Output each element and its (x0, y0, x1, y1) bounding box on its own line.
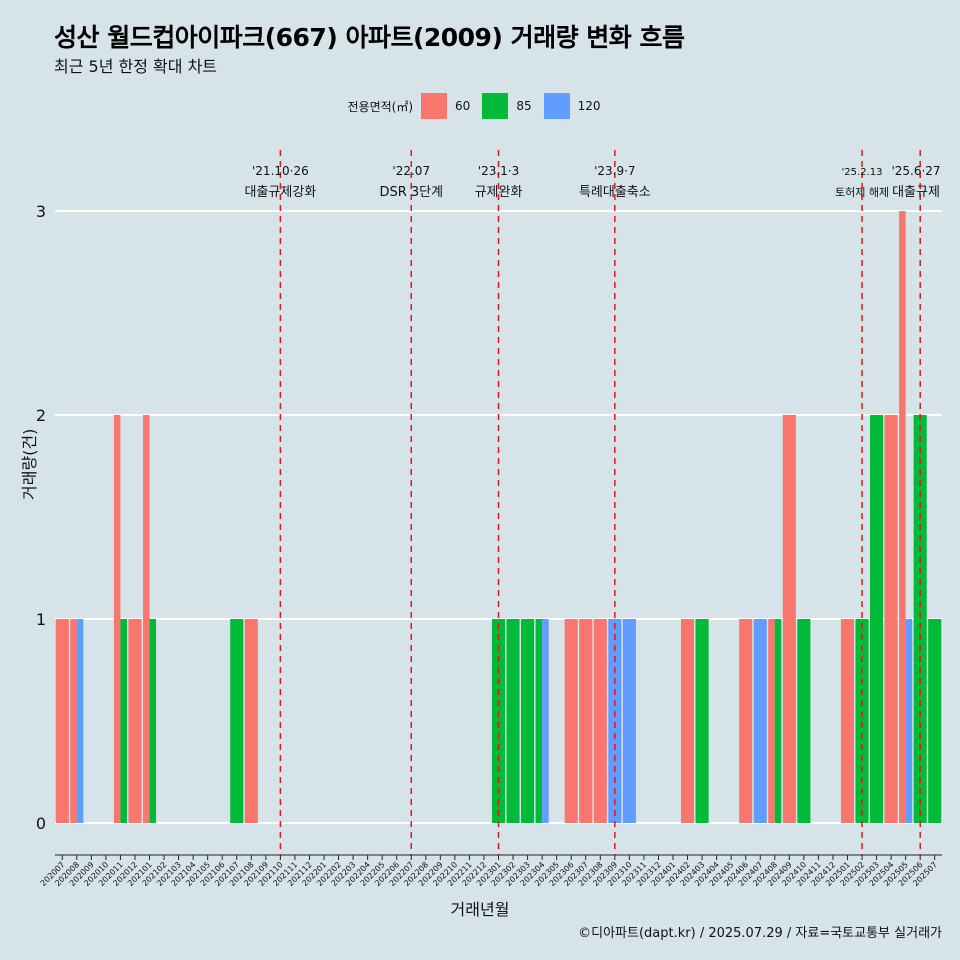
bar-202307-60 (579, 619, 593, 823)
annotation-label-202301: 규제완화 (475, 185, 523, 200)
legend-item-85: 85 (482, 93, 532, 119)
bar-202310-120 (622, 619, 636, 823)
bar-202012-60 (128, 619, 142, 823)
bar-202304-85 (535, 619, 543, 823)
bar-202407-120 (753, 619, 767, 823)
annotation-date-202506: '25.6·27 (891, 164, 940, 178)
legend-swatch-60 (421, 93, 448, 119)
bar-202505-60 (899, 211, 906, 823)
legend-label-85: 85 (516, 99, 532, 113)
x-axis-title: 거래년월 (450, 900, 510, 919)
source-caption: ©디아파트(dapt.kr) / 2025.07.29 / 자료=국토교통부 실… (578, 926, 942, 941)
bar-202011-85 (120, 619, 127, 823)
bar-202301-85 (491, 619, 506, 823)
bar-202007-60 (55, 619, 69, 823)
annotation-date-202207: '22.07 (392, 164, 430, 178)
annotation-label-202110: 대출규제강화 (245, 185, 317, 200)
annotation-date-202502: '25.2.13 (842, 167, 883, 178)
bar-202308-60 (593, 619, 607, 823)
bar-202101-60 (142, 415, 150, 823)
annotation-label-202207: DSR 3단계 (379, 185, 443, 200)
bar-202502-85 (855, 619, 869, 823)
bar-202505-120 (905, 619, 913, 823)
bar-202408-85 (774, 619, 782, 823)
legend: 전용면적(㎡) 60 85 120 (0, 93, 960, 119)
bar-202408-60 (768, 619, 775, 823)
annotation-label-202502: 토허제 해제 (835, 185, 889, 199)
y-axis-title: 거래량(건) (20, 428, 39, 500)
bar-202306-60 (564, 619, 578, 823)
y-tick-label: 3 (36, 202, 46, 221)
y-tick-label: 2 (36, 406, 46, 425)
bar-202506-85 (913, 415, 927, 823)
bar-202101-85 (149, 619, 157, 823)
legend-item-120: 120 (543, 93, 601, 119)
annotation-label-202506: 대출규제 (892, 185, 940, 200)
legend-swatch-120 (543, 93, 570, 119)
bar-202302-85 (506, 619, 520, 823)
bar-202504-60 (884, 415, 898, 823)
bar-202008-120 (76, 619, 84, 823)
bar-202303-85 (521, 619, 535, 823)
y-tick-label: 0 (36, 814, 46, 833)
annotation-date-202301: '23.1·3 (478, 164, 519, 178)
bar-202409-60 (782, 415, 796, 823)
bar-202008-60 (70, 619, 77, 823)
annotation-date-202309: '23.9·7 (594, 164, 635, 178)
bar-202107-85 (230, 619, 244, 823)
bar-202403-85 (695, 619, 709, 823)
legend-item-60: 60 (421, 93, 470, 119)
y-tick-label: 1 (36, 610, 46, 629)
bar-202402-60 (680, 619, 695, 823)
bar-202304-120 (542, 619, 549, 823)
legend-swatch-85 (482, 93, 509, 119)
bar-202309-120 (608, 619, 622, 823)
bar-202507-85 (928, 619, 942, 823)
legend-label-120: 120 (577, 99, 601, 113)
annotation-label-202309: 특례대출축소 (579, 185, 651, 200)
legend-label-60: 60 (455, 99, 471, 113)
bar-202503-85 (870, 415, 884, 823)
bar-202501-60 (840, 619, 855, 823)
bar-202406-60 (739, 619, 753, 823)
annotation-date-202110: '21.10·26 (252, 164, 309, 178)
bar-202108-60 (244, 619, 258, 823)
bar-202011-60 (113, 415, 121, 823)
legend-title: 전용면적(㎡) (347, 99, 414, 114)
chart-title: 성산 월드컵아이파크(667) 아파트(2009) 거래량 변화 흐름 (54, 23, 685, 52)
bar-202410-85 (797, 619, 811, 823)
chart-subtitle: 최근 5년 한정 확대 차트 (54, 57, 218, 76)
